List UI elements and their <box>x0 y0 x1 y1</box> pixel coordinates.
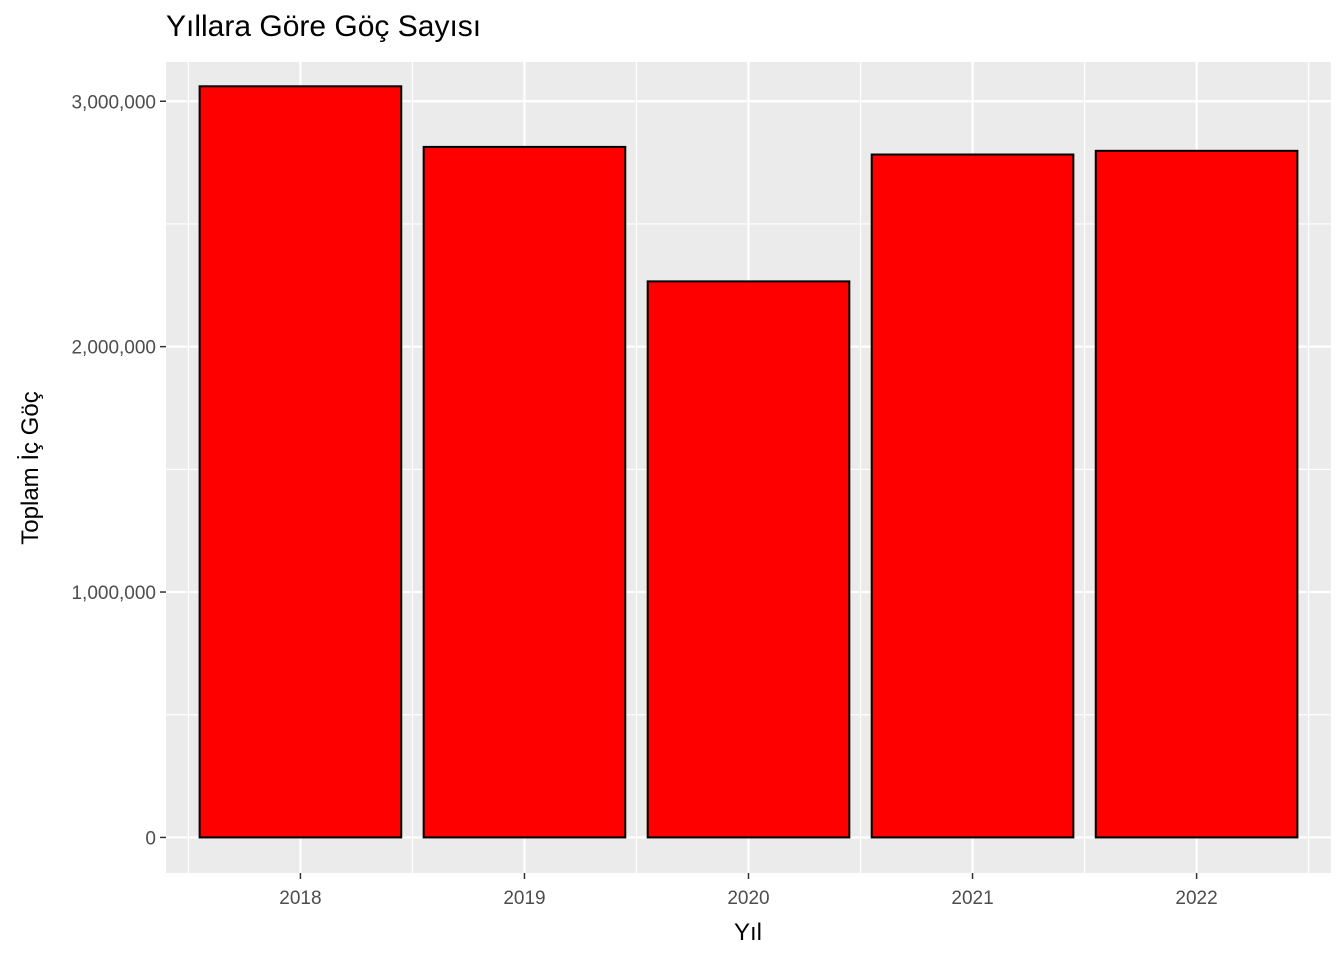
y-tick-label: 1,000,000 <box>71 583 156 604</box>
chart-title: Yıllara Göre Göç Sayısı <box>166 10 482 43</box>
bar-2018 <box>198 85 403 839</box>
y-tick-label: 3,000,000 <box>71 92 156 113</box>
y-tick-label: 0 <box>145 828 156 849</box>
x-axis-title: Yıl <box>734 919 762 946</box>
y-axis-title: Toplam İç Göç <box>17 391 44 544</box>
bar-2022 <box>1094 149 1299 839</box>
x-tick-label: 2019 <box>503 888 545 909</box>
axes: 0 1,000,000 2,000,000 3,000,000 2018 2019 2020… <box>71 92 1217 909</box>
bars <box>198 85 1299 839</box>
bar-2020 <box>646 280 851 839</box>
x-tick-label: 2020 <box>727 888 769 909</box>
x-tick-label: 2021 <box>951 888 993 909</box>
x-tick-label: 2018 <box>279 888 321 909</box>
x-tick-label: 2022 <box>1175 888 1217 909</box>
bar-2019 <box>422 145 627 839</box>
bar-2021 <box>870 153 1075 839</box>
y-tick-label: 2,000,000 <box>71 338 156 359</box>
